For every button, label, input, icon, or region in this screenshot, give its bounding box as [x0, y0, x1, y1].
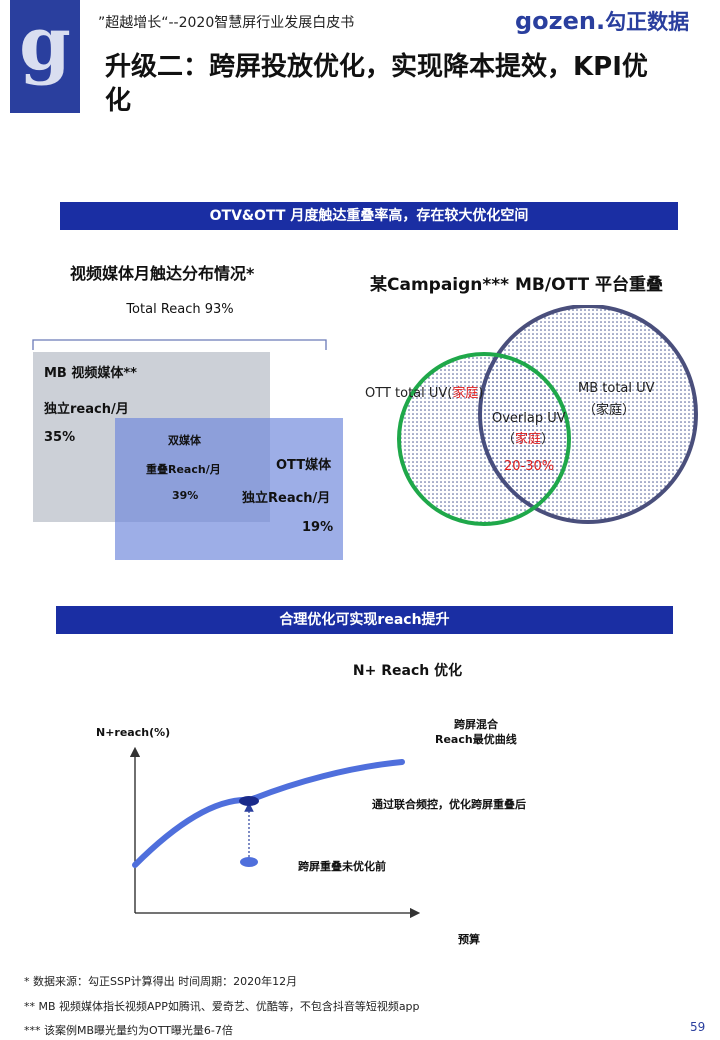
brand-logo: gozen.勾正数据	[515, 6, 689, 36]
before-optimization-point	[240, 857, 258, 867]
ott-total-uv-label: OTT total UV(家庭)	[365, 386, 484, 401]
x-axis-label: 预算	[458, 933, 480, 946]
logo: g	[10, 0, 80, 113]
section-banner-overlap: OTV&OTT 月度触达重叠率高，存在较大优化空间	[60, 202, 678, 230]
brand-name-cn: 勾正数据	[605, 10, 690, 34]
optimal-curve-label-line1: 跨屏混合	[454, 718, 498, 731]
optimal-reach-curve	[132, 759, 405, 868]
logo-letter: g	[19, 1, 71, 87]
optimized-point	[239, 796, 259, 806]
before-optimization-label: 跨屏重叠未优化前	[298, 860, 386, 873]
total-reach-label: Total Reach 93%	[126, 302, 234, 317]
footnote-exposure-ratio: *** 该案例MB曝光量约为OTT曝光量6-7倍	[24, 1024, 233, 1037]
footnote-mb-definition: ** MB 视频媒体指长视频APP如腾讯、爱奇艺、优酷等，不包含抖音等短视频ap…	[24, 1000, 420, 1013]
ott-independent-reach-label: 独立Reach/月	[242, 491, 331, 506]
page-number: 59	[690, 1020, 706, 1034]
optimal-curve-label-line2: Reach最优曲线	[435, 733, 517, 746]
dual-media-title: 双媒体	[168, 434, 201, 447]
footnote-data-source: * 数据来源：勾正SSP计算得出 时间周期：2020年12月	[24, 975, 298, 988]
reach-distribution-heading: 视频媒体月触达分布情况*	[70, 264, 255, 283]
dual-overlap-reach-label: 重叠Reach/月	[146, 463, 221, 476]
ott-reach-value: 19%	[302, 520, 334, 535]
venn-diagram	[397, 305, 698, 526]
overlap-uv-value: 20-30%	[504, 459, 555, 474]
overlap-uv-label: Overlap UV	[492, 411, 566, 426]
n-reach-curve-chart	[129, 746, 420, 919]
mb-total-uv-sub: （家庭）	[583, 403, 636, 418]
total-reach-bracket	[32, 339, 327, 350]
mb-reach-value: 35%	[44, 430, 76, 445]
mb-total-uv-label: MB total UV	[578, 381, 655, 396]
y-axis-label: N+reach(%)	[96, 726, 171, 739]
header-subtitle: ”超越增长“--2020智慧屏行业发展白皮书	[98, 15, 355, 31]
overlap-uv-sub: （家庭）	[502, 432, 555, 447]
optimized-point-label: 通过联合频控，优化跨屏重叠后	[372, 798, 526, 811]
campaign-overlap-heading: 某Campaign*** MB/OTT 平台重叠	[370, 275, 664, 295]
ott-reach-box	[115, 418, 343, 560]
brand-name: gozen.	[515, 7, 606, 35]
section-banner-reach-optimization: 合理优化可实现reach提升	[56, 606, 673, 634]
page-title: 升级二：跨屏投放优化，实现降本提效，KPI优化	[105, 52, 648, 116]
ott-uv-circle	[397, 352, 571, 526]
dual-reach-value: 39%	[172, 489, 199, 502]
mb-independent-reach-label: 独立reach/月	[44, 402, 129, 417]
ott-media-title: OTT媒体	[276, 458, 332, 473]
mb-media-title: MB 视频媒体**	[44, 366, 137, 381]
n-reach-chart-title: N+ Reach 优化	[352, 663, 463, 679]
